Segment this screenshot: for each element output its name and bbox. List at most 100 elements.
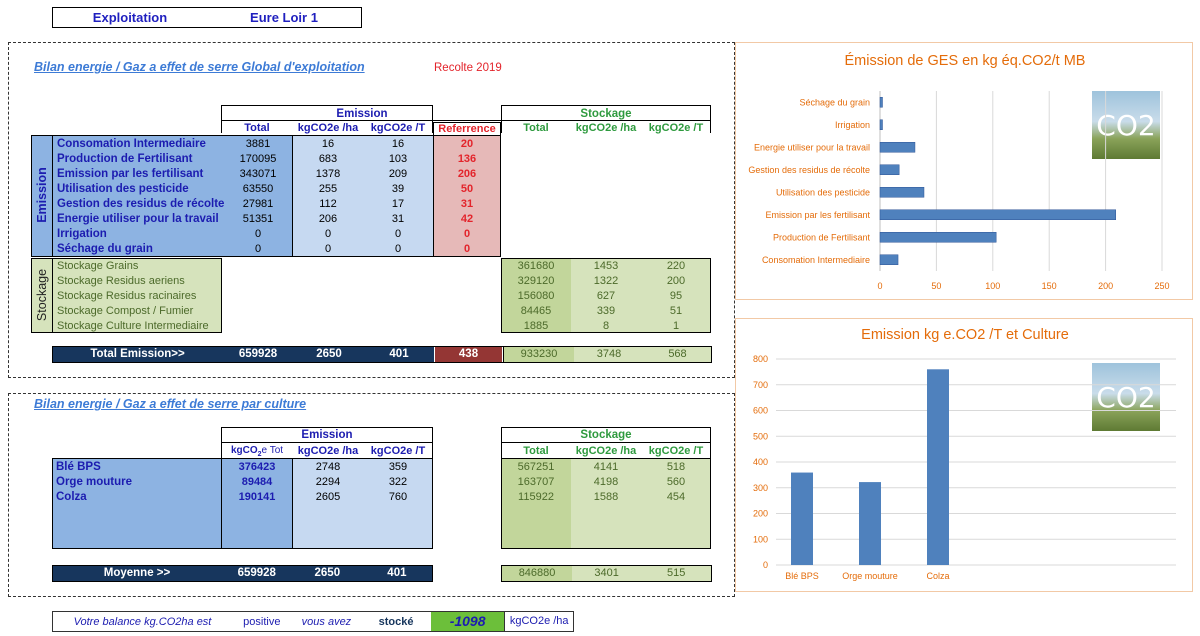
bar xyxy=(927,369,949,565)
x-tick-label: 200 xyxy=(1098,281,1113,291)
moyenne-stock-total: 846880 xyxy=(501,565,572,582)
x-tick-label: Colza xyxy=(926,571,949,581)
col-t-header: kgCO2e /T xyxy=(370,122,426,134)
x-tick-label: Orge mouture xyxy=(842,571,898,581)
global-emission-header xyxy=(221,105,433,133)
cell-ref: 50 xyxy=(460,183,474,195)
bar xyxy=(859,482,881,565)
cell-stock-t: 560 xyxy=(666,476,686,488)
y-tick-label: 700 xyxy=(753,380,768,390)
row-label: Utilisation des pesticide xyxy=(57,183,189,195)
emission-side-label: Emission xyxy=(35,167,49,223)
culture-col-tot-header: kgCO2e Tot xyxy=(230,445,284,458)
table-row: 329120 1322 200 xyxy=(501,274,711,289)
col-stock-t-header: kgCO2e /T xyxy=(648,122,704,134)
cell-t: 16 xyxy=(391,138,405,150)
recolte-label: Recolte 2019 xyxy=(434,62,502,74)
x-tick-label: 100 xyxy=(985,281,1000,291)
culture-bar-chart: 0 100 200 300 400 500 600 700 800 Blé BPS Orge mou… xyxy=(753,354,1176,581)
y-tick-label: 0 xyxy=(763,560,768,570)
balance-bar: Votre balance kg.CO2ha est positive vous… xyxy=(52,611,574,632)
ges-chart-title: Émission de GES en kg éq.CO2/t MB xyxy=(844,53,1086,69)
cell-ref: 0 xyxy=(463,243,471,255)
table-row: 156080 627 95 xyxy=(501,289,711,304)
ges-chart-panel: Émission de GES en kg éq.CO2/t MB CO2 0 5… xyxy=(735,42,1193,300)
y-tick-label: Gestion des residus de récolte xyxy=(748,165,870,175)
culture-chart-title: Emission kg e.CO2 /T et Culture xyxy=(861,327,1069,343)
cell-ha: 2748 xyxy=(315,461,341,473)
cell-total: 84465 xyxy=(520,305,552,317)
table-row: Emission par les fertilisant 343071 1378… xyxy=(53,167,503,182)
y-tick-label: Production de Fertilisant xyxy=(773,232,871,242)
y-tick-label: 200 xyxy=(753,509,768,519)
cell-t: 359 xyxy=(388,461,408,473)
cell-t: 95 xyxy=(669,290,683,302)
y-tick-label: Energie utiliser pour la travail xyxy=(754,142,870,152)
cell-stock-total: 115922 xyxy=(518,491,554,503)
table-row: Energie utiliser pour la travail 51351 2… xyxy=(53,212,503,227)
row-label: Irrigation xyxy=(57,228,107,240)
cell-total: 343071 xyxy=(239,168,277,180)
cell-t: 0 xyxy=(394,228,402,240)
total-stock-total: 933230 xyxy=(503,347,574,362)
total-total: 659928 xyxy=(222,347,294,362)
table-row: Blé BPS 376423 2748 359 567251 4141 518 xyxy=(52,460,712,475)
table-row: 84465 339 51 xyxy=(501,304,711,319)
row-label: Séchage du grain xyxy=(57,243,153,255)
row-label: Consomation Intermediaire xyxy=(57,138,206,150)
cell-ha: 2294 xyxy=(315,476,341,488)
x-tick-label: Blé BPS xyxy=(785,571,819,581)
culture-col-ha-header: kgCO2e /ha xyxy=(297,445,359,457)
culture-section-title: Bilan energie / Gaz a effet de serre par… xyxy=(34,397,307,411)
global-section-title: Bilan energie / Gaz a effet de serre Glo… xyxy=(34,60,365,74)
emission-side-block: Emission xyxy=(31,135,53,257)
table-row: Production de Fertilisant 170095 683 103… xyxy=(53,152,503,167)
cell-ha: 1378 xyxy=(315,168,341,180)
global-stockage-group-label: Stockage xyxy=(580,108,632,120)
x-tick-label: 150 xyxy=(1042,281,1057,291)
culture-chart-panel: Emission kg e.CO2 /T et Culture CO2 0 100… xyxy=(735,318,1193,592)
cell-t: 17 xyxy=(391,198,405,210)
stockage-row-label: Stockage Residus aeriens xyxy=(57,275,185,287)
global-emission-group-label: Emission xyxy=(336,108,388,120)
row-label: Production de Fertilisant xyxy=(57,153,193,165)
culture-emission-group-label: Emission xyxy=(301,429,353,441)
stockage-side-label: Stockage xyxy=(35,268,49,322)
culture-stock-ha-header: kgCO2e /ha xyxy=(575,445,637,457)
cell-ha: 8 xyxy=(602,320,610,332)
moyenne-row: Moyenne >> 659928 2650 401 846880 3401 5… xyxy=(52,565,712,582)
cell-tot: 190141 xyxy=(238,491,276,503)
x-tick-label: 0 xyxy=(877,281,882,291)
balance-text-3: vous avez xyxy=(301,615,352,628)
col-ref-header: Referrence xyxy=(433,122,501,135)
moyenne-ha: 2650 xyxy=(292,565,363,582)
cell-total: 1885 xyxy=(523,320,549,332)
cell-ref: 206 xyxy=(457,168,477,180)
cell-ha: 112 xyxy=(319,198,337,210)
cell-ha: 2605 xyxy=(315,491,341,503)
table-row: Irrigation 0 0 0 0 xyxy=(53,227,503,242)
cell-stock-ha: 4198 xyxy=(593,476,619,488)
cell-total: 3881 xyxy=(245,138,271,150)
table-row: Colza 190141 2605 760 115922 1588 454 xyxy=(52,490,712,505)
cell-ha: 255 xyxy=(318,183,338,195)
y-tick-label: 400 xyxy=(753,457,768,467)
col-stock-ha-header: kgCO2e /ha xyxy=(575,122,637,134)
cell-ref: 42 xyxy=(460,213,474,225)
y-tick-label: Irrigation xyxy=(835,120,870,130)
co2-image-text: CO2 xyxy=(1096,108,1156,142)
balance-text-2: positive xyxy=(243,615,281,628)
culture-label: Orge mouture xyxy=(56,476,133,488)
global-stockage-header xyxy=(501,105,711,133)
cell-total: 0 xyxy=(254,228,262,240)
cell-total: 27981 xyxy=(242,198,274,210)
cell-t: 31 xyxy=(391,213,405,225)
balance-text-1: Votre balance kg.CO2ha est xyxy=(73,615,212,628)
cell-t: 200 xyxy=(666,275,686,287)
cell-t: 103 xyxy=(388,153,408,165)
cell-t: 39 xyxy=(391,183,405,195)
cell-total: 361680 xyxy=(517,260,555,272)
cell-ha: 206 xyxy=(318,213,338,225)
table-row: 361680 1453 220 xyxy=(501,259,711,274)
cell-ha: 0 xyxy=(324,228,332,240)
